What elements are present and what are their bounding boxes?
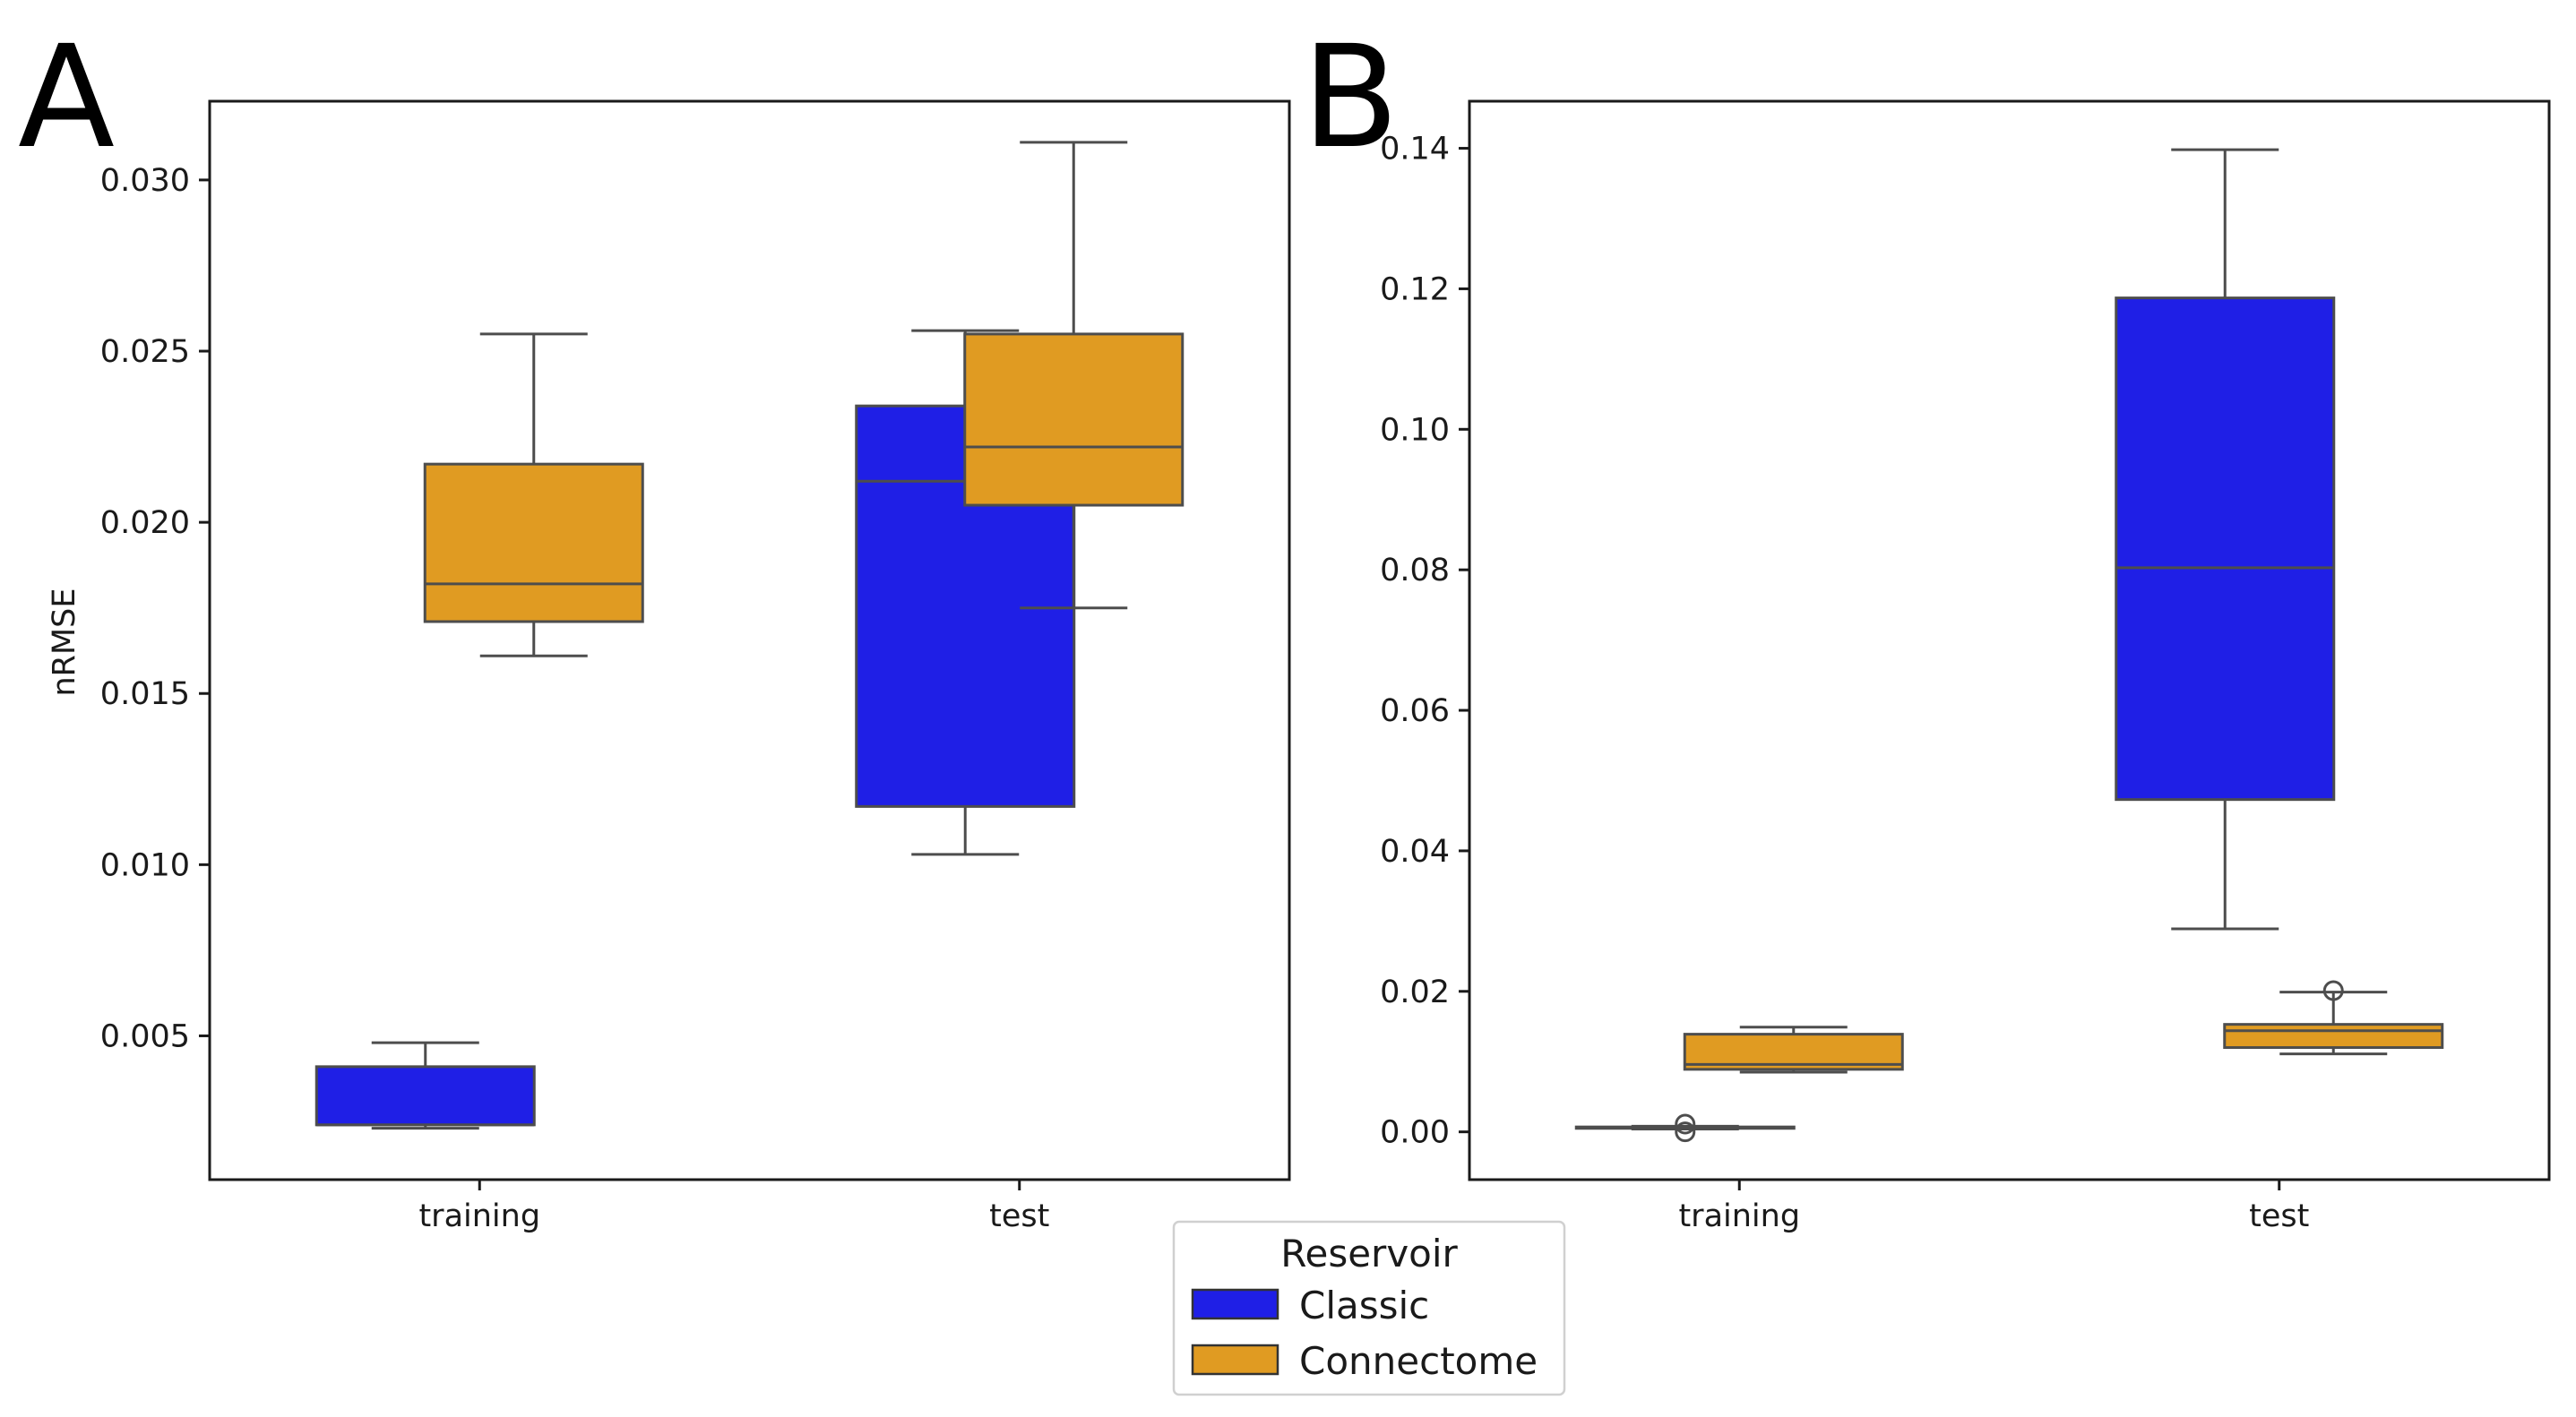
y-tick-label: 0.010 [100,847,190,883]
plot-frame [208,99,1291,1181]
box-body [2115,296,2336,802]
y-tick-label: 0.02 [1380,975,1450,1010]
box-connectome-training [1683,1026,1904,1074]
y-tick-label: 0.08 [1380,553,1450,588]
y-tick-label: 0.030 [100,163,190,199]
box-classic-test [2115,148,2336,931]
plot-frame [1468,99,2551,1181]
box-body [423,462,644,623]
x-tick-label: test [989,1198,1049,1234]
legend-label-classic: Classic [1299,1284,1429,1327]
box-connectome-test [2223,980,2444,1056]
box-classic-training [1574,1113,1796,1143]
y-tick-label: 0.015 [100,676,190,712]
legend-swatch-connectome [1191,1344,1279,1376]
legend-swatch-classic [1191,1288,1279,1320]
tick-layer: 0.00 0.02 0.04 0.06 0.08 0.10 0.12 0.14 training… [1380,132,2309,1234]
outlier-point [1675,1121,1696,1143]
x-tick-label: training [1678,1198,1800,1234]
outlier-point [1675,1113,1696,1135]
panel-letter-b: B [1302,15,1399,180]
panel-letter-a: A [18,15,115,180]
box-body [2223,1023,2444,1050]
box-layer [314,141,1185,1130]
x-tick-label: training [418,1198,540,1234]
legend: Reservoir Classic Connectome [1172,1220,1566,1396]
y-tick-label: 0.06 [1380,693,1450,729]
y-tick-label: 0.14 [1380,132,1450,167]
box-body [314,1065,536,1127]
box-body [963,332,1185,507]
y-tick-label: 0.04 [1380,834,1450,870]
panel-b: B 0.00 0.02 0.04 0.06 0.08 0.10 0.12 0.14 traini… [1302,15,2551,1234]
y-axis-label: nRMSE [47,588,82,696]
tick-layer: 0.005 0.010 0.015 0.020 0.025 0.030 training te… [100,163,1050,1234]
box-connectome-training [423,332,644,657]
outlier-point [2322,980,2344,1001]
legend-title: Reservoir [1280,1232,1458,1275]
y-tick-label: 0.00 [1380,1115,1450,1151]
y-tick-label: 0.005 [100,1018,190,1054]
box-layer [1574,148,2444,1143]
box-classic-training [314,1041,536,1130]
box-connectome-test [963,141,1185,610]
y-tick-label: 0.020 [100,505,190,541]
y-tick-label: 0.025 [100,334,190,370]
legend-label-connectome: Connectome [1299,1339,1538,1383]
y-tick-label: 0.10 [1380,412,1450,448]
panel-a: A nRMSE 0.005 0.010 0.015 0.020 0.025 0.030 tr… [18,15,1291,1234]
y-tick-label: 0.12 [1380,271,1450,307]
x-tick-label: test [2249,1198,2309,1234]
